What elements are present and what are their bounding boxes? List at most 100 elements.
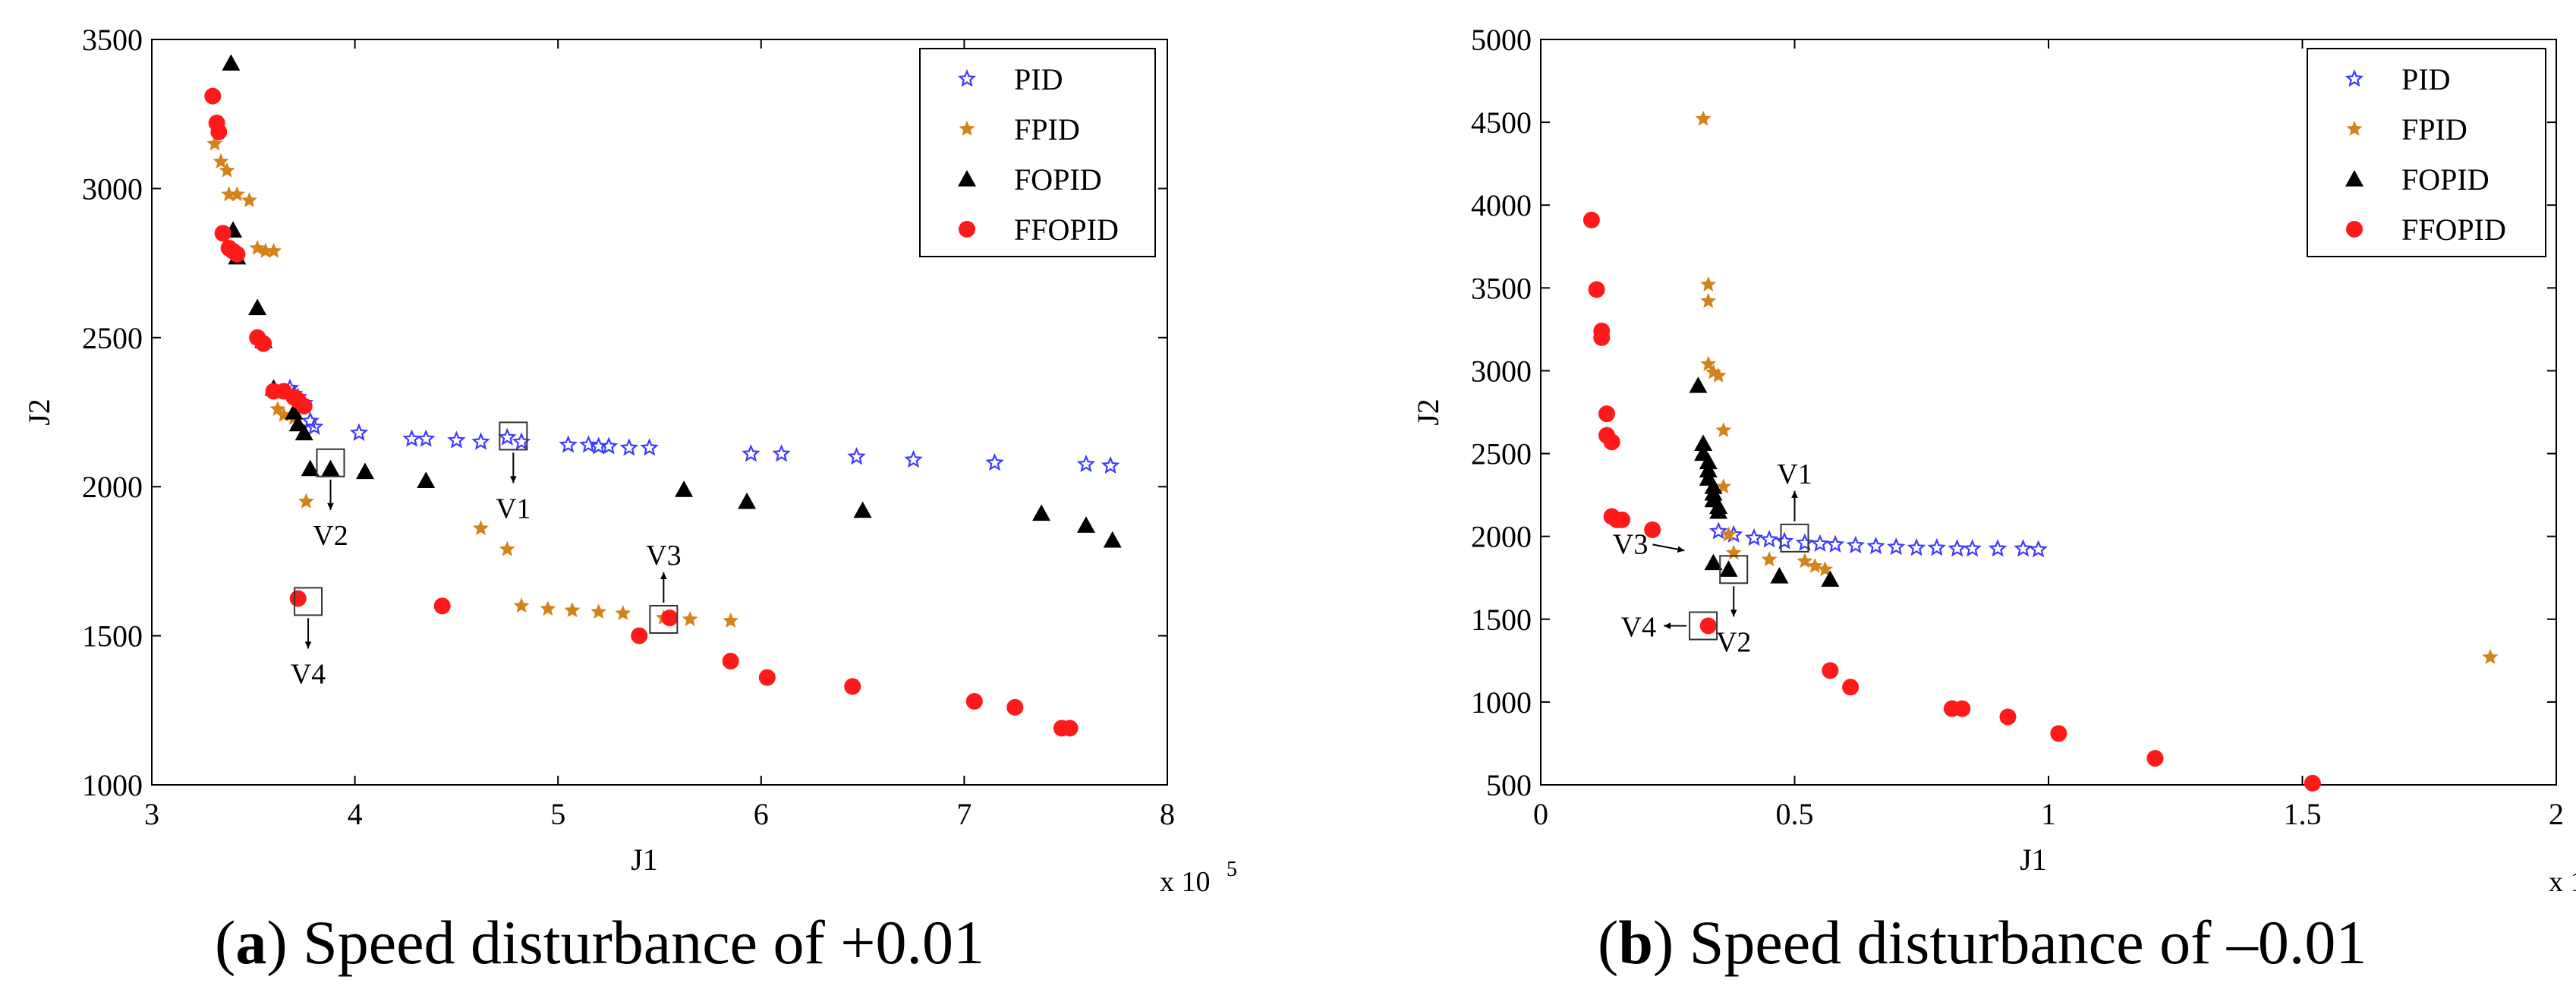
- y-axis-label: J2: [1411, 398, 1445, 426]
- point-pid: [2014, 539, 2033, 557]
- legend-marker-fpid: [2346, 121, 2363, 136]
- point-fopid: [1704, 553, 1723, 571]
- annotation-arrowhead: [1730, 610, 1737, 617]
- point-ffopid: [844, 678, 861, 695]
- y-tick-label: 3500: [82, 23, 143, 57]
- point-ffopid: [1598, 405, 1615, 423]
- annotation-label: V3: [1613, 528, 1648, 560]
- x-axis-label: J1: [631, 843, 658, 877]
- point-fopid: [1076, 516, 1095, 533]
- point-ffopid: [1699, 617, 1717, 635]
- plot-frame: [151, 39, 1168, 786]
- point-fopid: [1709, 502, 1728, 519]
- point-fopid: [853, 501, 872, 518]
- legend-marker-fpid: [959, 121, 975, 136]
- point-fpid: [615, 605, 631, 620]
- point-fopid: [222, 54, 241, 71]
- point-fpid: [723, 613, 739, 628]
- point-fopid: [248, 298, 267, 316]
- point-fpid: [213, 153, 229, 169]
- chart-a: 3 4 5 6 7 8 1000 1500 2000 2500 3000 3500 J1 J2 x 10 5 V…: [22, 23, 1237, 898]
- point-ffopid: [204, 87, 222, 105]
- point-pid: [1963, 539, 1982, 557]
- point-ffopid: [1006, 698, 1024, 716]
- point-ffopid: [1842, 679, 1860, 696]
- annotation-label: V2: [313, 520, 348, 552]
- x-tick-label: 4: [348, 797, 363, 831]
- point-fopid: [1032, 504, 1051, 521]
- caption-a-letter: a: [235, 908, 267, 977]
- point-pid: [304, 417, 324, 436]
- annotation-box: [499, 421, 528, 451]
- legend-label-pid: PID: [1014, 62, 1063, 96]
- point-fopid: [1699, 452, 1718, 470]
- chart-b: 0 0.5 1 1.5 25001000150020002500300035004000…: [1411, 23, 2576, 898]
- point-fpid: [540, 600, 556, 616]
- point-ffopid: [631, 627, 648, 644]
- point-ffopid: [228, 245, 246, 263]
- series-ffopid: [1582, 211, 2321, 792]
- point-pid: [847, 447, 866, 465]
- point-pid: [2029, 540, 2048, 558]
- point-pid: [1076, 454, 1096, 473]
- annotation-arrowhead: [327, 502, 334, 510]
- annotation-arrowhead: [1677, 546, 1685, 553]
- y-tick-label: 1500: [1471, 603, 1532, 637]
- point-fopid: [1770, 567, 1789, 584]
- point-pid: [1866, 536, 1885, 555]
- point-pid: [1948, 539, 1967, 557]
- x-multiplier: x 10: [2549, 866, 2576, 898]
- point-fopid: [1699, 461, 1718, 477]
- annotation-label: V4: [1621, 612, 1656, 644]
- legend-marker-pid: [2345, 69, 2364, 87]
- legend-box: [2307, 48, 2546, 257]
- point-pid: [1810, 534, 1830, 552]
- point-fpid: [228, 186, 245, 202]
- x-tick-label: 7: [956, 797, 972, 831]
- point-fpid: [241, 192, 257, 207]
- point-fopid: [321, 459, 340, 477]
- legend-label-ffopid: FFOPID: [1014, 213, 1119, 247]
- annotation-v4: V4: [1621, 611, 1718, 644]
- y-tick-label: 5000: [1471, 23, 1532, 57]
- point-fopid: [301, 459, 320, 477]
- point-pid: [402, 429, 421, 447]
- x-exponent: 5: [1227, 858, 1237, 881]
- legend-box: [919, 48, 1156, 257]
- legend-label-fpid: FPID: [1014, 112, 1080, 146]
- legend: PID FPID FOPID FFOPID: [2307, 48, 2546, 257]
- annotation-label: V4: [291, 658, 326, 690]
- point-pid: [619, 438, 639, 456]
- series-fopid: [1689, 376, 1840, 587]
- point-pid: [985, 452, 1004, 471]
- point-fopid: [1821, 570, 1840, 587]
- annotation-v3: V3: [1613, 528, 1685, 560]
- point-ffopid: [2304, 774, 2321, 792]
- x-tick-label: 6: [754, 797, 769, 831]
- point-ffopid: [1822, 662, 1839, 679]
- point-ffopid: [1644, 521, 1661, 538]
- x-axis-label: J1: [2020, 843, 2047, 877]
- annotation-arrowhead: [660, 572, 667, 580]
- legend-marker-fopid: [2345, 170, 2363, 187]
- point-fopid: [1719, 560, 1738, 577]
- point-fopid: [294, 424, 313, 441]
- point-ffopid: [1614, 511, 1631, 528]
- y-tick-label: 2000: [1471, 520, 1532, 554]
- point-pid: [599, 436, 619, 455]
- point-ffopid: [661, 610, 679, 627]
- point-pid: [447, 430, 466, 449]
- point-ffopid: [214, 225, 231, 242]
- legend-marker-ffopid: [959, 221, 975, 238]
- y-tick-label: 2500: [1471, 437, 1532, 471]
- annotation-box: [1689, 611, 1718, 641]
- y-tick-label: 3000: [82, 172, 143, 206]
- point-ffopid: [758, 669, 776, 686]
- point-pid: [1775, 531, 1794, 550]
- point-pid: [1825, 534, 1845, 553]
- point-pid: [1795, 533, 1815, 551]
- y-tick-label: 3500: [1471, 271, 1532, 305]
- x-multiplier: x 10: [1160, 866, 1211, 898]
- point-ffopid: [1061, 720, 1079, 737]
